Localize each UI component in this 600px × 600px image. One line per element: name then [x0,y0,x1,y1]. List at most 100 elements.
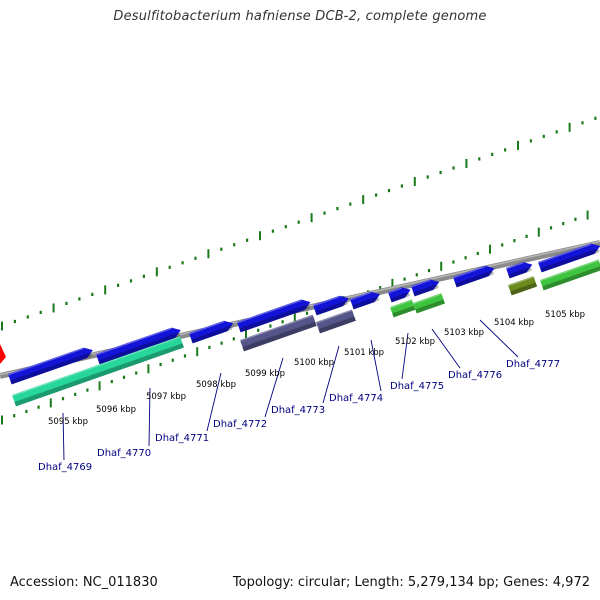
kbp-label: 5100 kbp [294,358,334,368]
bar-olive-gloss [508,276,534,287]
cds-bar-purple [240,314,317,352]
cds-arrow-shade [10,352,93,385]
cds-arrow-shade [239,304,310,333]
kbp-label: 5097 kbp [146,392,186,402]
gene-callout-line [370,339,382,392]
cds-arrow-shade [508,267,532,279]
rna-bar-green [390,299,416,318]
rna-bar-green-gloss [390,299,413,309]
gene-label: Dhaf_4772 [213,419,267,430]
cds-arrow-gloss [189,320,225,335]
cds-bar-purple-shade [242,321,317,352]
gene-callout-line [148,387,151,447]
rna-bar-green [540,259,600,291]
cds-bar-purple-shade [318,316,356,334]
rna-bar-green-body [390,299,416,318]
cds-arrow [506,262,533,279]
cds-arrow [350,291,381,310]
cds-arrow-body [350,291,381,310]
cds-arrow-gloss [506,262,524,270]
kbp-label: 5095 kbp [48,417,88,427]
cds-arrow [538,243,600,273]
cds-arrow-shade [315,301,348,316]
cds-arrow-shade [540,248,600,273]
map-title: Desulfitobacterium hafniense DCB-2, comp… [113,9,487,24]
cds-arrow-body [506,262,533,279]
rna-bar-green-body [413,293,445,314]
gene-callout-line [322,345,340,404]
cds-arrow-shade [413,284,439,297]
cds-arrow-shade [390,292,410,303]
cds-bar-purple-body [316,309,356,334]
cds-arrow [388,287,411,303]
rna-bar-gloss [12,336,181,397]
cds-arrow [8,347,93,385]
cds-arrow-body [189,320,234,344]
feature-track [8,243,600,407]
kbp-scale-labels: 5095 kbp 5096 kbp 5097 kbp 5098 kbp 5099 kbp… [48,310,585,427]
cds-arrow-gloss [237,299,302,324]
kbp-label: 5101 kbp [344,348,384,358]
kbp-label: 5099 kbp [245,369,285,379]
gene-label: Dhaf_4769 [38,462,92,473]
rna-bar [12,336,184,407]
gene-callouts: Dhaf_4769 Dhaf_4770 Dhaf_4771 Dhaf_4772 Dhaf… [38,319,560,473]
rna-bar-green-shade [392,305,416,318]
rna-bar-green [413,293,445,314]
gene-label: Dhaf_4770 [97,448,151,459]
cds-bar-purple-gloss [240,314,314,342]
gene-callout-line [401,332,409,380]
rna-bar-green-gloss [413,293,442,305]
kbp-label: 5104 kbp [494,318,534,328]
rna-bar-green-shade [415,299,445,314]
cds-arrow-gloss [538,243,592,264]
cds-arrow-body [388,287,411,303]
gene-callout-line [479,319,519,358]
cds-arrow-body [313,295,349,316]
cds-arrow-body [538,243,600,273]
cds-arrow-shade [191,326,233,344]
cds-arrow-body [96,327,181,365]
rna-bar-green-gloss [540,259,599,282]
gene-label: Dhaf_4777 [506,359,560,370]
cds-bar-purple-gloss [316,309,353,324]
bar-olive-shade [510,282,538,296]
accession-label: Accession: NC_011830 [10,575,158,590]
gene-callout-line [206,372,222,432]
cds-arrow [411,279,440,297]
cds-arrow-body [453,265,495,288]
cds-arrow-gloss [96,327,172,356]
gene-label: Dhaf_4776 [448,370,502,381]
cds-arrow [453,265,495,288]
rna-bar-body [12,336,184,407]
kbp-label: 5102 kbp [395,337,435,347]
gene-label: Dhaf_4775 [390,381,444,392]
cds-arrow-gloss [388,287,402,294]
cds-arrow-body [8,347,93,385]
gene-label: Dhaf_4771 [155,433,209,444]
cds-arrow-gloss [350,291,372,301]
gene-callout-line [431,328,461,369]
cds-arrow-gloss [313,295,340,307]
cds-arrow-gloss [411,279,431,288]
cds-arrow-shade [455,271,494,288]
cds-arrow [313,295,349,316]
rna-bar-green-body [540,259,600,291]
cds-arrow-body [411,279,440,297]
cds-bar-purple [316,309,356,334]
cds-arrow-gloss [453,265,486,279]
rna-bar-shade [14,343,184,407]
bar-olive [508,276,538,296]
cds-arrow-body [237,299,311,333]
cds-arrow [96,327,181,365]
outer-tick-ring [1,116,597,331]
genome-stats-label: Topology: circular; Length: 5,279,134 bp… [232,575,590,590]
gene-callout-line [264,357,284,418]
kbp-label: 5098 kbp [196,380,236,390]
rna-bar-green-shade [542,265,600,291]
cds-arrow [189,320,234,344]
kbp-label: 5096 kbp [96,405,136,415]
origin-marker [0,344,6,364]
cds-arrow-shade [352,297,380,310]
